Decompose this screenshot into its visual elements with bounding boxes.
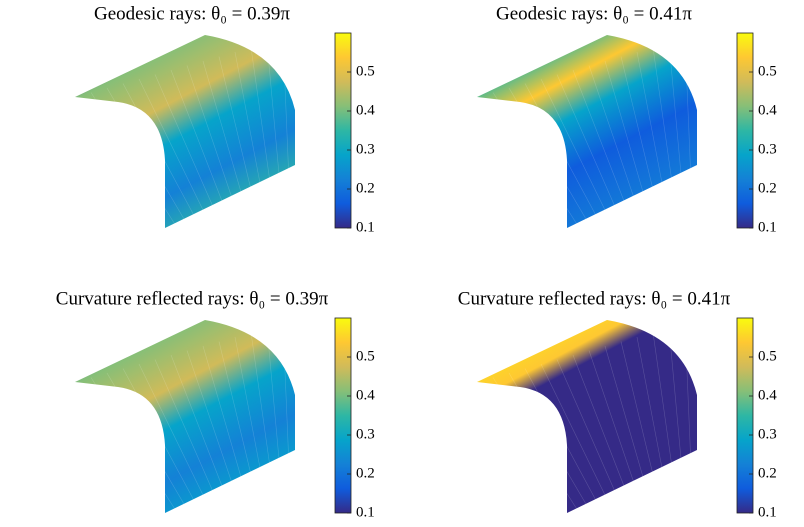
colorbar	[334, 317, 352, 514]
mesh-line	[604, 60, 644, 193]
mesh-line	[218, 56, 251, 188]
colorbar-tick-label: 0.5	[758, 63, 777, 79]
subplot: Geodesic rays: θ₀ = 0.39π 0.1 0.2 0.3 0.4 0.5	[74, 3, 375, 235]
colorbar-tick-label: 0.5	[758, 348, 777, 364]
surface	[477, 320, 697, 513]
mesh-line	[476, 381, 568, 514]
mesh-line	[250, 47, 270, 179]
mesh-line	[218, 341, 251, 473]
mesh-line	[508, 372, 587, 505]
mesh-line	[122, 83, 194, 215]
mesh-line	[186, 65, 232, 197]
mesh-line	[202, 345, 242, 478]
mesh-line	[668, 42, 682, 175]
colorbar-tick-label: 0.3	[356, 426, 375, 442]
mesh-line	[540, 78, 606, 211]
colorbar-tick-label: 0.1	[758, 504, 777, 520]
colorbar-tick-label: 0.4	[356, 102, 375, 118]
colorbar-tick-label: 0.2	[356, 180, 375, 196]
mesh-line	[476, 96, 568, 229]
mesh-line	[154, 74, 213, 206]
mesh-line	[266, 327, 280, 460]
mesh-line	[652, 332, 672, 464]
colorbar-tick-label: 0.3	[356, 141, 375, 157]
colorbar-tick-label: 0.4	[758, 102, 777, 118]
colorbar-tick-label: 0.1	[356, 219, 375, 235]
subplot-title: Curvature reflected rays: θ₀ = 0.39π	[56, 288, 329, 309]
mesh-line	[234, 51, 261, 184]
mesh-line	[636, 336, 663, 469]
mesh-line	[492, 377, 577, 509]
mesh-line	[556, 74, 615, 206]
colorbar	[736, 317, 754, 514]
mesh-line	[620, 56, 653, 188]
colorbar-tick-label: 0.2	[758, 180, 777, 196]
mesh-line	[572, 354, 625, 487]
mesh-line	[636, 51, 663, 184]
mesh-line	[572, 69, 625, 202]
mesh-line	[604, 345, 644, 478]
mesh-line	[620, 341, 653, 473]
mesh-line	[122, 368, 194, 500]
mesh-line	[684, 38, 691, 170]
mesh-line	[74, 381, 166, 514]
subplot: Geodesic rays: θ₀ = 0.41π 0.1 0.2 0.3 0.4 0.5	[476, 3, 777, 235]
mesh-line	[684, 323, 691, 455]
mesh-line	[282, 38, 289, 170]
mesh-line	[234, 336, 261, 469]
colorbar-tick-label: 0.5	[356, 63, 375, 79]
mesh-line	[668, 327, 682, 460]
subplot-title: Geodesic rays: θ₀ = 0.41π	[496, 3, 692, 24]
surface	[477, 35, 697, 228]
mesh-line	[170, 69, 223, 202]
surface	[75, 320, 295, 513]
mesh-line	[90, 377, 175, 509]
mesh-line	[508, 87, 587, 220]
mesh-line	[266, 42, 280, 175]
mesh-line	[90, 92, 175, 224]
colorbar	[334, 32, 352, 229]
colorbar-tick-label: 0.5	[356, 348, 375, 364]
colorbar	[736, 32, 754, 229]
mesh-line	[138, 363, 204, 496]
mesh-line	[186, 350, 232, 482]
colorbar-tick-label: 0.1	[758, 219, 777, 235]
mesh-line	[540, 363, 606, 496]
mesh-line	[588, 350, 634, 482]
surface	[75, 35, 295, 228]
colorbar-tick-label: 0.3	[758, 426, 777, 442]
colorbar-tick-label: 0.1	[356, 504, 375, 520]
colorbar-tick-label: 0.3	[758, 141, 777, 157]
subplot-title: Geodesic rays: θ₀ = 0.39π	[94, 3, 290, 24]
colorbar-tick-label: 0.2	[356, 465, 375, 481]
mesh-line	[154, 359, 213, 491]
subplot: Curvature reflected rays: θ₀ = 0.41π 0.1 0…	[458, 288, 777, 520]
mesh-line	[250, 332, 270, 464]
mesh-line	[588, 65, 634, 197]
mesh-line	[202, 60, 242, 193]
mesh-line	[106, 372, 185, 505]
colorbar-tick-label: 0.4	[356, 387, 375, 403]
mesh-line	[524, 368, 596, 500]
mesh-line	[106, 87, 185, 220]
colorbar-tick-label: 0.2	[758, 465, 777, 481]
mesh-line	[556, 359, 615, 491]
mesh-line	[524, 83, 596, 215]
mesh-line	[492, 92, 577, 224]
mesh-line	[170, 354, 223, 487]
mesh-line	[652, 47, 672, 179]
mesh-line	[282, 323, 289, 455]
colorbar-tick-label: 0.4	[758, 387, 777, 403]
mesh-line	[74, 96, 166, 229]
subplot-title: Curvature reflected rays: θ₀ = 0.41π	[458, 288, 731, 309]
subplot: Curvature reflected rays: θ₀ = 0.39π 0.1 0…	[56, 288, 375, 520]
mesh-line	[138, 78, 204, 211]
